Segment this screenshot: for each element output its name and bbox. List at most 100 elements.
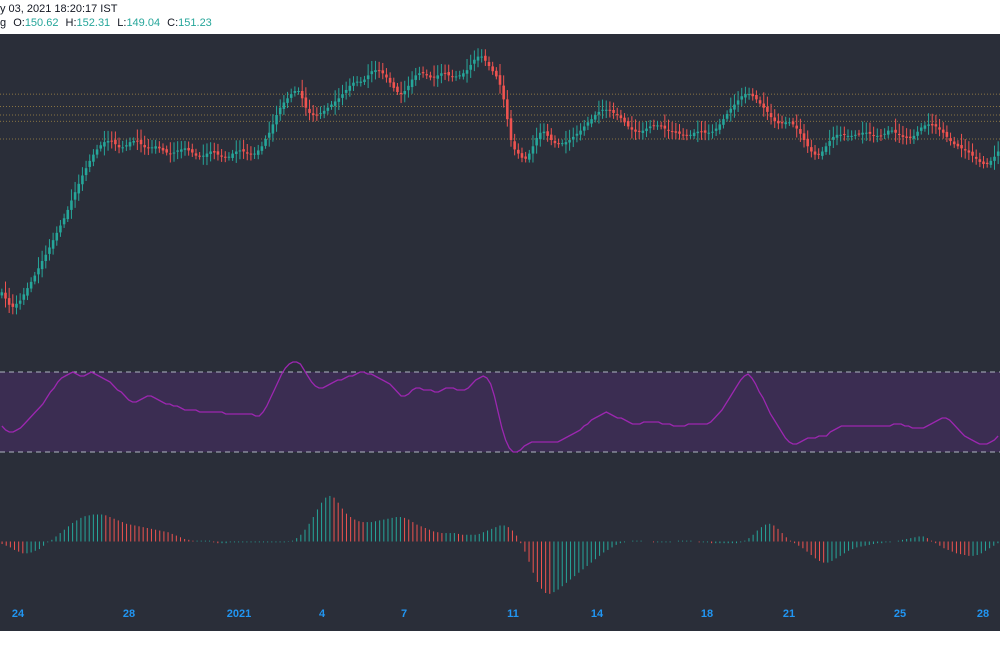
candle-body (769, 113, 773, 118)
candle-body (535, 137, 538, 146)
open-value: 150.62 (24, 17, 59, 29)
candle (513, 133, 516, 156)
candle-body (634, 129, 637, 132)
candle (355, 76, 359, 87)
candle-body (70, 200, 73, 210)
candle (674, 122, 678, 140)
candle-body (132, 141, 135, 143)
candle (597, 100, 601, 124)
candle-body (348, 85, 352, 91)
candle-body (810, 147, 813, 152)
candle-body (403, 91, 407, 95)
candle (403, 80, 407, 103)
candle-body (491, 66, 494, 72)
candle-body (337, 98, 341, 102)
candle-body (557, 143, 560, 145)
candle (33, 271, 37, 285)
candle-body (696, 131, 700, 134)
candle-body (297, 91, 300, 93)
candle-body (11, 303, 15, 307)
candle (62, 213, 66, 228)
candle (110, 131, 114, 149)
candle-body (670, 131, 674, 133)
candle-body (659, 125, 663, 127)
candle (245, 143, 249, 161)
candle-body (202, 155, 205, 157)
candle-body (579, 130, 582, 135)
candle (264, 135, 267, 149)
candle-body (799, 128, 802, 134)
candle (399, 81, 403, 104)
candle (817, 148, 820, 160)
candle-body (626, 121, 630, 127)
x-tick-label: 18 (700, 608, 714, 620)
chart-area[interactable] (0, 34, 1000, 631)
candle (0, 288, 4, 299)
candle (319, 106, 322, 119)
candle (886, 126, 890, 139)
candle (777, 113, 780, 130)
candle (256, 144, 260, 160)
date-readout: y 03, 2021 18:20:17 IST (0, 3, 118, 15)
candle (469, 54, 472, 78)
candle (48, 239, 51, 261)
candle-body (722, 119, 725, 125)
chart-header: y 03, 2021 18:20:17 IST g O:150.62 H:152… (0, 0, 1000, 34)
candle (846, 129, 850, 142)
candle-body (718, 124, 722, 130)
candle-body (220, 155, 223, 157)
candle (945, 125, 949, 143)
candle-body (546, 131, 549, 136)
candle-body (77, 183, 81, 194)
candle-body (275, 115, 278, 125)
candle (575, 125, 579, 143)
candle (744, 86, 747, 104)
candle (865, 122, 868, 141)
candle (949, 132, 952, 146)
candle-body (912, 135, 916, 139)
candle-body (22, 294, 26, 300)
candle (967, 141, 971, 160)
candle (289, 88, 293, 103)
candle (619, 109, 623, 123)
candle-body (506, 99, 509, 120)
candle-body (850, 135, 853, 137)
chart-canvas[interactable] (0, 34, 1000, 631)
open-label: O: (13, 17, 25, 29)
candle (806, 130, 809, 153)
candle-body (234, 151, 238, 155)
candle-body (385, 74, 388, 78)
candle-body (161, 147, 165, 151)
candle (125, 139, 128, 151)
low-value: 149.04 (126, 17, 161, 29)
candle (883, 128, 886, 140)
candle (810, 139, 813, 158)
candle-body (736, 100, 740, 105)
candle-body (949, 138, 952, 142)
candle (711, 124, 714, 139)
candle-body (656, 125, 659, 127)
candle (147, 138, 150, 156)
candle (506, 90, 509, 127)
candle-body (795, 125, 798, 129)
candle (165, 145, 168, 156)
candle-body (747, 94, 751, 96)
candle-body (806, 138, 809, 147)
candle-body (751, 93, 755, 97)
candle (220, 148, 223, 162)
candle (579, 123, 582, 141)
candle-body (33, 275, 37, 282)
candle-body (608, 109, 612, 111)
candle-body (44, 254, 48, 261)
candle (40, 250, 44, 278)
candle (315, 107, 319, 121)
candle-body (916, 131, 919, 136)
candle-body (359, 81, 363, 83)
candle (392, 77, 396, 92)
candle-body (88, 160, 92, 167)
candle-body (436, 75, 440, 79)
candle (180, 141, 183, 159)
candle-body (242, 149, 245, 152)
candle-body (930, 123, 934, 126)
candle (161, 143, 165, 155)
